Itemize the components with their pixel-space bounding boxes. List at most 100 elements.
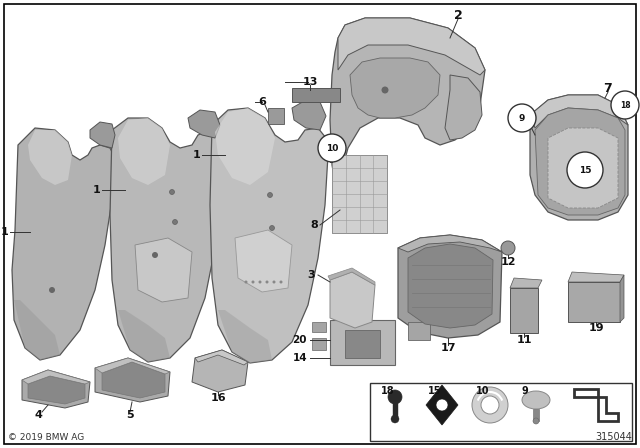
Circle shape (318, 134, 346, 162)
Circle shape (268, 193, 273, 198)
Circle shape (280, 280, 282, 284)
Text: 7: 7 (604, 82, 612, 95)
Text: 1: 1 (92, 185, 100, 195)
Polygon shape (535, 108, 625, 215)
Bar (312, 338, 326, 350)
Text: 4: 4 (34, 410, 42, 420)
Circle shape (567, 152, 603, 188)
Circle shape (273, 280, 275, 284)
Polygon shape (22, 370, 90, 408)
Polygon shape (90, 122, 115, 148)
Polygon shape (530, 95, 628, 220)
Text: 1: 1 (0, 227, 8, 237)
Polygon shape (95, 358, 170, 374)
Bar (510, 288, 538, 333)
Polygon shape (95, 358, 170, 402)
Text: 19: 19 (588, 323, 604, 333)
Text: 6: 6 (258, 97, 266, 107)
Circle shape (269, 225, 275, 231)
Polygon shape (330, 272, 375, 328)
Bar (330, 320, 395, 365)
Text: 8: 8 (310, 220, 318, 230)
Polygon shape (445, 75, 482, 140)
Bar (332, 155, 387, 233)
Circle shape (49, 287, 55, 293)
Circle shape (266, 280, 269, 284)
Circle shape (481, 396, 499, 414)
Circle shape (381, 86, 388, 94)
Polygon shape (210, 108, 328, 363)
Text: 5: 5 (126, 410, 134, 420)
Polygon shape (330, 18, 485, 225)
Polygon shape (22, 370, 90, 384)
Circle shape (152, 252, 158, 258)
Circle shape (252, 280, 255, 284)
Text: 13: 13 (302, 77, 317, 87)
Text: 20: 20 (292, 335, 307, 345)
Text: 18: 18 (381, 386, 395, 396)
Polygon shape (12, 128, 115, 360)
Polygon shape (398, 235, 502, 338)
Text: 9: 9 (522, 386, 529, 396)
Circle shape (436, 399, 448, 411)
Polygon shape (195, 350, 248, 365)
Circle shape (173, 220, 177, 224)
Text: 9: 9 (519, 113, 525, 122)
Polygon shape (328, 268, 375, 285)
Polygon shape (398, 235, 502, 252)
Polygon shape (235, 230, 292, 292)
Text: 15: 15 (428, 386, 442, 396)
Bar (268, 108, 284, 124)
Text: 315044: 315044 (595, 432, 632, 442)
Text: 1: 1 (192, 150, 200, 160)
Circle shape (611, 91, 639, 119)
Polygon shape (102, 362, 165, 398)
Polygon shape (188, 110, 220, 138)
Circle shape (259, 280, 262, 284)
Text: 2: 2 (454, 9, 462, 22)
Polygon shape (118, 310, 170, 362)
Circle shape (244, 280, 248, 284)
Text: 15: 15 (579, 165, 591, 175)
Bar (408, 322, 430, 340)
Polygon shape (135, 238, 192, 302)
Circle shape (391, 415, 399, 423)
Text: 10: 10 (326, 143, 338, 152)
Polygon shape (28, 130, 72, 185)
Text: 18: 18 (620, 100, 630, 109)
Circle shape (472, 387, 508, 423)
Polygon shape (218, 310, 272, 363)
Polygon shape (530, 95, 628, 128)
Bar (568, 282, 620, 322)
Bar (292, 88, 340, 102)
Polygon shape (292, 100, 326, 130)
Text: 16: 16 (210, 393, 226, 403)
Text: 14: 14 (292, 353, 307, 363)
Polygon shape (510, 278, 542, 288)
Polygon shape (548, 128, 618, 208)
Polygon shape (14, 300, 60, 360)
Bar (312, 322, 326, 332)
Text: © 2019 BMW AG: © 2019 BMW AG (8, 433, 84, 442)
Circle shape (501, 241, 515, 255)
Bar (533, 409, 539, 421)
Circle shape (533, 418, 539, 424)
Text: 17: 17 (440, 343, 456, 353)
Bar (392, 397, 397, 417)
Circle shape (170, 190, 175, 194)
Polygon shape (568, 272, 624, 282)
Bar (345, 330, 380, 358)
Bar (370, 383, 632, 441)
Polygon shape (118, 118, 170, 185)
Text: 10: 10 (476, 386, 490, 396)
Polygon shape (620, 275, 624, 322)
Ellipse shape (522, 391, 550, 409)
Polygon shape (350, 58, 440, 118)
Text: 12: 12 (500, 257, 516, 267)
Polygon shape (215, 108, 275, 185)
Polygon shape (28, 376, 85, 404)
Circle shape (388, 390, 402, 404)
Circle shape (508, 104, 536, 132)
Polygon shape (192, 350, 248, 392)
Polygon shape (110, 118, 225, 362)
